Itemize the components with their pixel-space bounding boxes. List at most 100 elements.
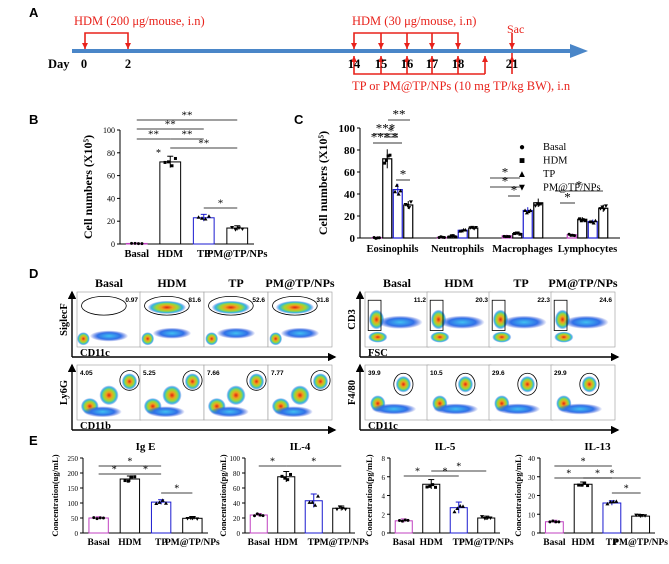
significance-label: * (624, 484, 629, 495)
data-point (579, 219, 583, 223)
data-point (524, 210, 529, 215)
y-tick-label: 250 (68, 455, 79, 463)
gate-percentage: 20.3 (475, 297, 488, 304)
flow-plot: 11.2 (364, 291, 430, 348)
flow-density-cluster (554, 331, 574, 343)
chart-il5: 0 2 4 6 8 Concentration(pg/mL) IL-5 Basal HDM TPP… (364, 441, 514, 548)
data-point (101, 516, 105, 520)
flow-gate (144, 295, 190, 316)
y-tick-label: 60 (344, 167, 356, 179)
sac-label: Sac (507, 22, 524, 36)
flow-gate (429, 299, 444, 331)
data-point (316, 494, 321, 498)
day-label: Day (48, 57, 70, 71)
gate-percentage: 0.97 (125, 297, 138, 304)
flow-density-cluster (162, 385, 182, 406)
gate-percentage: 31.8 (316, 297, 329, 304)
significance-label: ** (182, 129, 193, 141)
bar (533, 202, 544, 239)
data-point (136, 242, 140, 246)
bar (159, 161, 182, 245)
data-point (230, 225, 235, 230)
gate-percentage: 81.6 (188, 297, 201, 304)
flow-density-cluster (89, 330, 129, 342)
gate-percentage: 4.05 (80, 370, 93, 377)
group-label: PM@TP/NPs (548, 276, 617, 290)
gate-percentage: 5.25 (143, 370, 156, 377)
flow-plot: 52.6 (203, 291, 269, 348)
x-tick-label: TP (155, 538, 167, 548)
chart-ige: 0 50 100 150 200 250 Concentration(ug/mL) Ig E B… (50, 441, 220, 548)
x-tick-label: HDM (118, 538, 141, 548)
flow-cytometry-panel: Basal HDM TP PM@TP/NPs Basal HDM TP PM@TP/NPs 0.… (59, 276, 620, 435)
data-point (130, 241, 134, 245)
significance-label: * (388, 124, 395, 139)
day-tick: 18 (452, 57, 465, 71)
data-point (280, 474, 284, 478)
data-point (442, 236, 446, 240)
x-tick-label: Neutrophils (431, 244, 484, 255)
day-tick: 15 (375, 57, 388, 71)
data-point (577, 483, 581, 487)
significance-label: * (270, 457, 275, 468)
y-tick-label: 60 (107, 172, 115, 181)
data-point (92, 516, 96, 520)
y-tick-label: 8 (382, 455, 386, 463)
significance-label: * (112, 465, 117, 476)
data-point (173, 156, 177, 160)
data-point (608, 500, 613, 504)
y-tick-label: 0 (350, 233, 356, 245)
flow-density-cluster (457, 376, 474, 393)
flow-gate (491, 299, 506, 331)
significance-label: * (443, 467, 448, 478)
flow-plot: 20.3 (426, 291, 492, 348)
group-label: PM@TP/NPs (265, 276, 334, 290)
flow-density-cluster (248, 373, 265, 390)
gate-percentage: 22.3 (537, 297, 550, 304)
flow-plot: 39.9 (364, 364, 430, 421)
data-point (598, 207, 603, 211)
flow-density-cluster (492, 331, 512, 343)
y-tick-label: 20 (107, 217, 115, 226)
y-tick-label: 40 (233, 500, 241, 508)
data-point (233, 228, 238, 232)
significance-label: * (127, 457, 132, 468)
bar (392, 189, 403, 239)
data-point (307, 500, 312, 504)
x-tick-label: Basal (393, 538, 416, 548)
flow-x-label: FSC (368, 348, 388, 359)
significance-label: * (218, 198, 224, 210)
data-point (600, 205, 605, 209)
data-point (434, 485, 438, 489)
data-point (482, 517, 487, 521)
y-tick-label: 100 (339, 123, 356, 135)
flow-density-cluster (433, 403, 479, 415)
flow-density-cluster (312, 373, 329, 390)
x-tick-label: PM@TP/NPs (314, 538, 369, 548)
data-point (394, 183, 399, 187)
bar (403, 204, 414, 239)
timeline-arrow-shaft (72, 49, 572, 53)
data-point (123, 479, 127, 483)
flow-density-cluster (226, 385, 246, 406)
data-point (452, 509, 457, 514)
bar (332, 507, 351, 534)
y-tick-label: 40 (107, 194, 115, 203)
y-tick-label: 10 (528, 511, 536, 519)
flow-density-cluster (439, 315, 485, 329)
data-point (188, 516, 193, 521)
y-tick-label: 100 (230, 455, 241, 463)
y-tick-label: 4 (382, 493, 386, 501)
flow-plot: 29.9 (550, 364, 616, 421)
y-tick-label: 20 (528, 493, 536, 501)
data-point (403, 202, 408, 207)
x-tick-label: TP (606, 538, 618, 548)
y-tick-label: 0 (237, 530, 241, 538)
bar (192, 217, 215, 245)
flow-y-label: Ly6G (59, 380, 70, 405)
flow-density-cluster (563, 315, 609, 329)
y-tick-label: 80 (233, 470, 241, 478)
data-point (551, 519, 555, 523)
significance-label: * (502, 165, 509, 180)
